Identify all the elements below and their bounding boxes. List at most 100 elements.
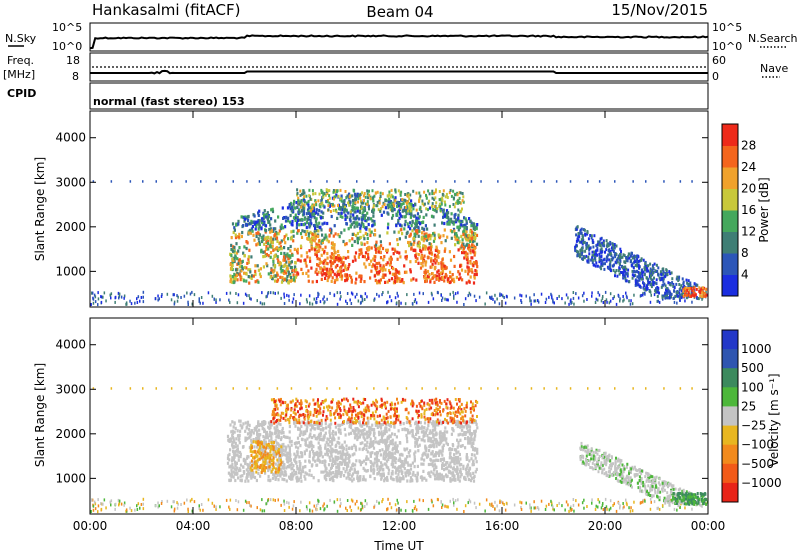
echo-cell bbox=[421, 180, 423, 183]
echo-cell bbox=[392, 267, 394, 270]
echo-cell bbox=[521, 301, 523, 304]
echo-cell bbox=[289, 430, 291, 433]
echo-cell bbox=[308, 238, 310, 241]
echo-cell bbox=[397, 201, 399, 204]
echo-cell bbox=[286, 501, 288, 504]
echo-cell bbox=[367, 200, 369, 203]
echo-cell bbox=[180, 503, 182, 506]
echo-cell bbox=[315, 211, 317, 214]
echo-cell bbox=[293, 293, 295, 296]
echo-cell bbox=[318, 209, 320, 212]
echo-cell bbox=[652, 272, 654, 275]
echo-cell bbox=[249, 297, 251, 300]
colorbar-tick-label: 24 bbox=[741, 160, 756, 174]
echo-cell bbox=[441, 258, 443, 261]
echo-cell bbox=[599, 258, 601, 261]
echo-cell bbox=[238, 500, 240, 503]
echo-cell bbox=[304, 200, 306, 203]
freq-panel-frame bbox=[90, 53, 708, 81]
echo-cell bbox=[673, 289, 675, 292]
echo-cell bbox=[104, 291, 106, 294]
echo-cell bbox=[344, 470, 346, 473]
echo-cell bbox=[318, 239, 320, 242]
echo-cell bbox=[342, 240, 344, 243]
echo-cell bbox=[684, 506, 686, 509]
echo-cell bbox=[254, 264, 256, 267]
echo-cell bbox=[121, 296, 123, 299]
echo-cell bbox=[101, 301, 103, 304]
echo-cell bbox=[301, 236, 303, 239]
echo-cell bbox=[173, 500, 175, 503]
colorbar-cell bbox=[722, 124, 738, 146]
echo-cell bbox=[187, 508, 189, 511]
echo-cell bbox=[368, 223, 370, 226]
echo-cell bbox=[311, 474, 313, 477]
echo-cell bbox=[614, 255, 616, 258]
echo-cell bbox=[394, 466, 396, 469]
echo-cell bbox=[263, 423, 265, 426]
echo-cell bbox=[468, 244, 470, 247]
echo-cell bbox=[429, 192, 431, 195]
echo-cell bbox=[641, 278, 643, 281]
power-y-axis-label: Slant Range [km] bbox=[33, 157, 47, 261]
echo-cell bbox=[156, 180, 158, 183]
echo-cell bbox=[369, 276, 371, 279]
echo-cell bbox=[456, 226, 458, 229]
echo-cell bbox=[453, 501, 455, 504]
echo-cell bbox=[366, 441, 368, 444]
echo-cell bbox=[656, 278, 658, 281]
echo-cell bbox=[320, 205, 322, 208]
echo-cell bbox=[240, 278, 242, 281]
echo-cell bbox=[570, 387, 572, 390]
echo-cell bbox=[373, 204, 375, 207]
echo-cell bbox=[610, 507, 612, 510]
echo-cell bbox=[328, 463, 330, 466]
echo-cell bbox=[297, 446, 299, 449]
y-tick-label: 3000 bbox=[55, 175, 86, 189]
echo-cell bbox=[139, 507, 141, 510]
echo-cell bbox=[401, 198, 403, 201]
echo-cell bbox=[327, 279, 329, 282]
echo-cell bbox=[304, 259, 306, 262]
echo-cell bbox=[354, 255, 356, 258]
echo-cell bbox=[529, 506, 531, 509]
echo-cell bbox=[627, 269, 629, 272]
echo-cell bbox=[262, 302, 264, 305]
echo-cell bbox=[322, 248, 324, 251]
echo-cell bbox=[638, 283, 640, 286]
echo-cell bbox=[98, 297, 100, 300]
echo-cell bbox=[321, 234, 323, 237]
echo-cell bbox=[619, 253, 621, 256]
echo-cell bbox=[228, 479, 230, 482]
echo-cell bbox=[261, 219, 263, 222]
echo-cell bbox=[235, 234, 237, 237]
echo-cell bbox=[410, 270, 412, 273]
echo-cell bbox=[453, 453, 455, 456]
echo-cell bbox=[118, 503, 120, 506]
echo-cell bbox=[575, 244, 577, 247]
echo-cell bbox=[208, 291, 210, 294]
echo-cell bbox=[270, 291, 272, 294]
echo-cell bbox=[280, 252, 282, 255]
echo-cell bbox=[229, 280, 231, 283]
echo-cell bbox=[397, 219, 399, 222]
echo-cell bbox=[161, 502, 163, 505]
echo-cell bbox=[655, 287, 657, 290]
echo-cell bbox=[529, 296, 531, 299]
echo-cell bbox=[336, 274, 338, 277]
echo-cell bbox=[698, 297, 700, 300]
echo-cell bbox=[432, 208, 434, 211]
echo-cell bbox=[695, 283, 697, 286]
echo-cell bbox=[429, 242, 431, 245]
echo-cell bbox=[297, 248, 299, 251]
echo-cell bbox=[430, 251, 432, 254]
echo-cell bbox=[375, 440, 377, 443]
echo-cell bbox=[497, 180, 499, 183]
echo-cell bbox=[255, 232, 257, 235]
echo-cell bbox=[265, 229, 267, 232]
echo-cell bbox=[310, 219, 312, 222]
echo-cell bbox=[244, 266, 246, 269]
echo-cell bbox=[628, 506, 630, 509]
echo-cell bbox=[357, 207, 359, 210]
echo-cell bbox=[416, 209, 418, 212]
